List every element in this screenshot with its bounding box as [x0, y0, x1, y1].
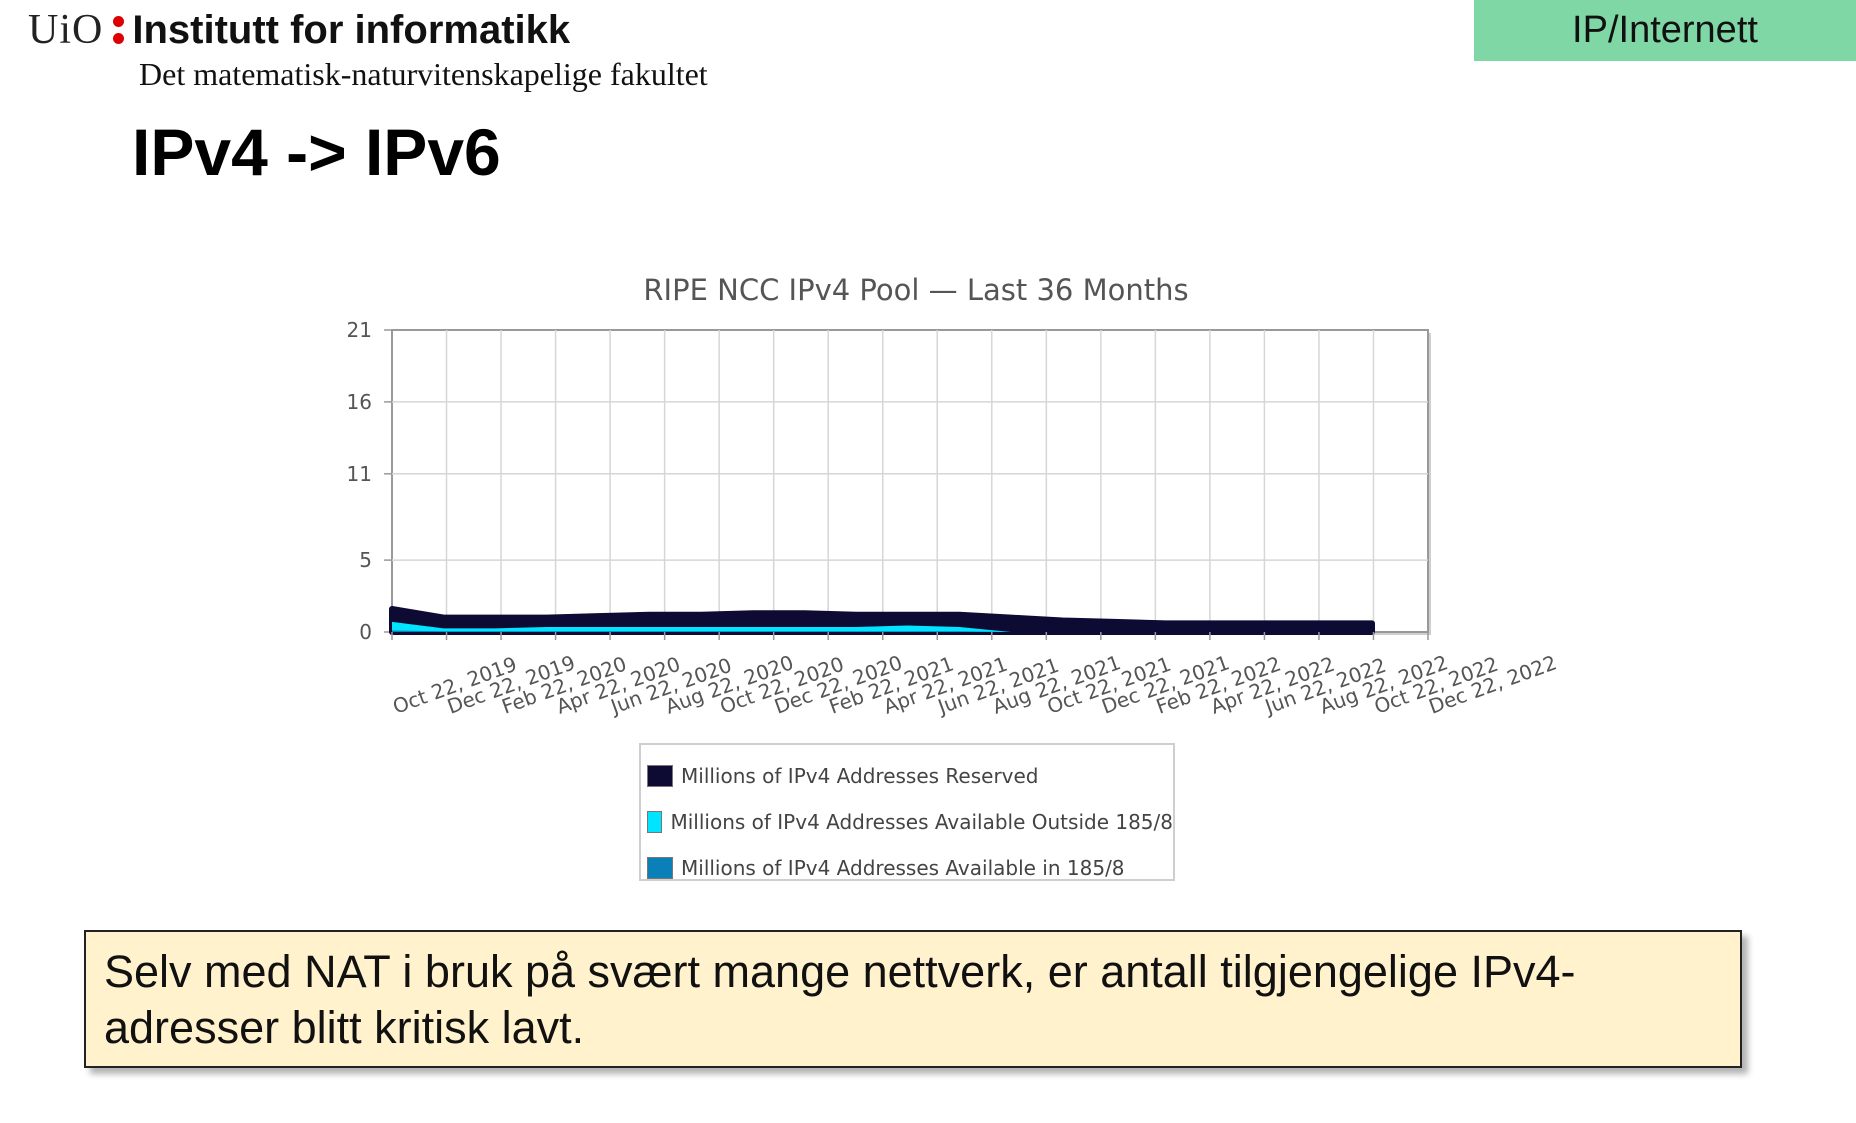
- y-tick-label: 11: [347, 462, 372, 486]
- area-series-available-in: [392, 630, 1372, 632]
- legend-swatch-available-outside: [647, 811, 663, 833]
- uio-logo: UiO Institutt for informatikk: [28, 6, 570, 54]
- y-tick-label: 0: [359, 620, 372, 644]
- legend-item-reserved: Millions of IPv4 Addresses Reserved: [641, 753, 1173, 799]
- chart-title: RIPE NCC IPv4 Pool — Last 36 Months: [643, 273, 1188, 307]
- area-series-available-outside: [392, 621, 1372, 632]
- area-series-reserved: [389, 605, 1375, 635]
- legend-swatch-reserved: [647, 765, 673, 787]
- legend-label: Millions of IPv4 Addresses Available in …: [681, 856, 1125, 880]
- chart-legend: Millions of IPv4 Addresses Reserved Mill…: [639, 743, 1175, 881]
- y-tick-label: 5: [359, 548, 372, 572]
- legend-label: Millions of IPv4 Addresses Reserved: [681, 764, 1039, 788]
- uio-dots-icon: [113, 16, 125, 44]
- note-box: Selv med NAT i bruk på svært mange nettv…: [84, 930, 1742, 1068]
- uio-logotype: UiO: [28, 7, 104, 53]
- legend-swatch-available-in: [647, 857, 673, 879]
- legend-item-available-in: Millions of IPv4 Addresses Available in …: [641, 845, 1173, 891]
- y-tick-label: 21: [347, 318, 372, 342]
- plot-area: [391, 329, 1429, 633]
- legend-label: Millions of IPv4 Addresses Available Out…: [670, 810, 1173, 834]
- section-tag: IP/Internett: [1474, 0, 1856, 61]
- y-tick-label: 16: [347, 390, 372, 414]
- faculty-name: Det matematisk-naturvitenskapelige fakul…: [139, 56, 708, 92]
- slide-title: IPv4 -> IPv6: [132, 115, 501, 189]
- institute-name: Institutt for informatikk: [132, 7, 571, 52]
- legend-item-available-outside: Millions of IPv4 Addresses Available Out…: [641, 799, 1173, 845]
